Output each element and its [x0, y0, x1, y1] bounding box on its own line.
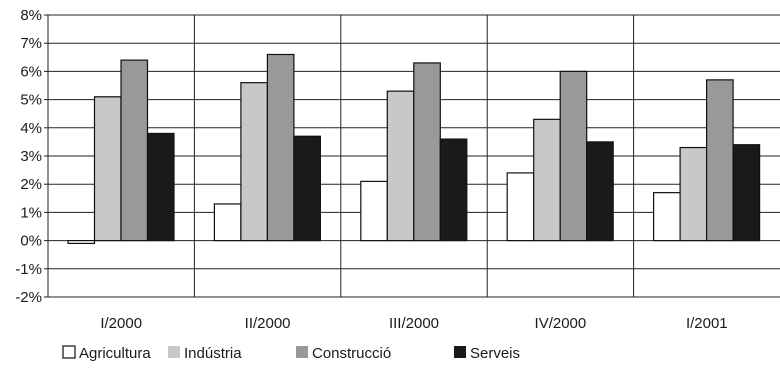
bar-serveis-5	[732, 144, 761, 242]
legend-swatch	[62, 345, 76, 359]
y-tick-label: 0%	[20, 233, 42, 250]
x-tick-label: IV/2000	[535, 315, 587, 332]
y-tick-label: 6%	[20, 63, 42, 80]
bar-serveis-2	[293, 135, 321, 242]
x-tick-label: I/2001	[686, 315, 728, 332]
bar-serveis-1	[146, 132, 175, 242]
bar-agricultura-3	[360, 180, 388, 242]
bar-construcció-3	[413, 62, 441, 242]
x-tick-label: III/2000	[389, 315, 439, 332]
bar-construcció-5	[705, 79, 734, 242]
bar-serveis-4	[586, 141, 614, 242]
bar-indústria-3	[386, 90, 415, 242]
y-tick-label: -1%	[15, 261, 42, 278]
bar-agricultura-2	[213, 203, 242, 242]
legend-label: Construcció	[312, 345, 391, 362]
legend-swatch	[454, 346, 466, 358]
y-tick-label: 4%	[20, 120, 42, 137]
bar-agricultura-1	[67, 240, 96, 245]
legend-label: Indústria	[184, 345, 242, 362]
bar-construcció-2	[266, 53, 295, 242]
bar-construcció-1	[120, 59, 149, 242]
bar-indústria-4	[533, 118, 561, 242]
legend-label: Serveis	[470, 345, 520, 362]
bar-indústria-1	[93, 96, 122, 242]
x-tick-label: II/2000	[245, 315, 291, 332]
y-axis-tick-labels: -2% -1% 0% 1% 2% 3% 4% 5% 6% 7% 8%	[15, 7, 42, 306]
x-axis-tick-labels: I/2000 II/2000 III/2000 IV/2000 I/2001	[100, 315, 727, 332]
bars	[67, 53, 761, 245]
bar-indústria-5	[679, 146, 708, 242]
legend-label: Agricultura	[79, 345, 151, 362]
y-tick-label: 5%	[20, 92, 42, 109]
y-tick-label: 3%	[20, 148, 42, 165]
bar-indústria-2	[240, 82, 268, 242]
bar-serveis-3	[439, 138, 468, 242]
y-tick-label: 8%	[20, 7, 42, 24]
legend-swatch	[168, 346, 180, 358]
axes	[44, 14, 780, 298]
y-tick-label: -2%	[15, 289, 42, 306]
legend: Agricultura Indústria Construcció Serveis	[62, 345, 520, 362]
bar-agricultura-5	[652, 192, 681, 242]
bar-agricultura-4	[506, 172, 535, 242]
legend-swatch	[296, 346, 308, 358]
bar-construcció-4	[559, 70, 588, 242]
y-tick-label: 7%	[20, 35, 42, 52]
y-tick-label: 1%	[20, 204, 42, 221]
y-tick-label: 2%	[20, 176, 42, 193]
x-tick-label: I/2000	[100, 315, 142, 332]
